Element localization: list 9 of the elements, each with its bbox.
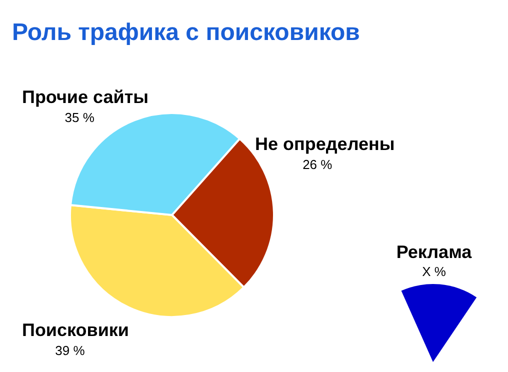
text: X % [422,264,446,279]
chart-title: Роль трафика с поисковиков [12,19,360,46]
text: Реклама [396,242,473,262]
slice-label: Прочие сайты [22,87,149,107]
slice-label: Не определены [255,134,395,154]
data-label: 39 % [55,343,86,358]
slice-label: Поисковики [22,320,129,340]
data-label: 26 % [302,157,333,172]
data-label: 35 % [64,110,95,125]
